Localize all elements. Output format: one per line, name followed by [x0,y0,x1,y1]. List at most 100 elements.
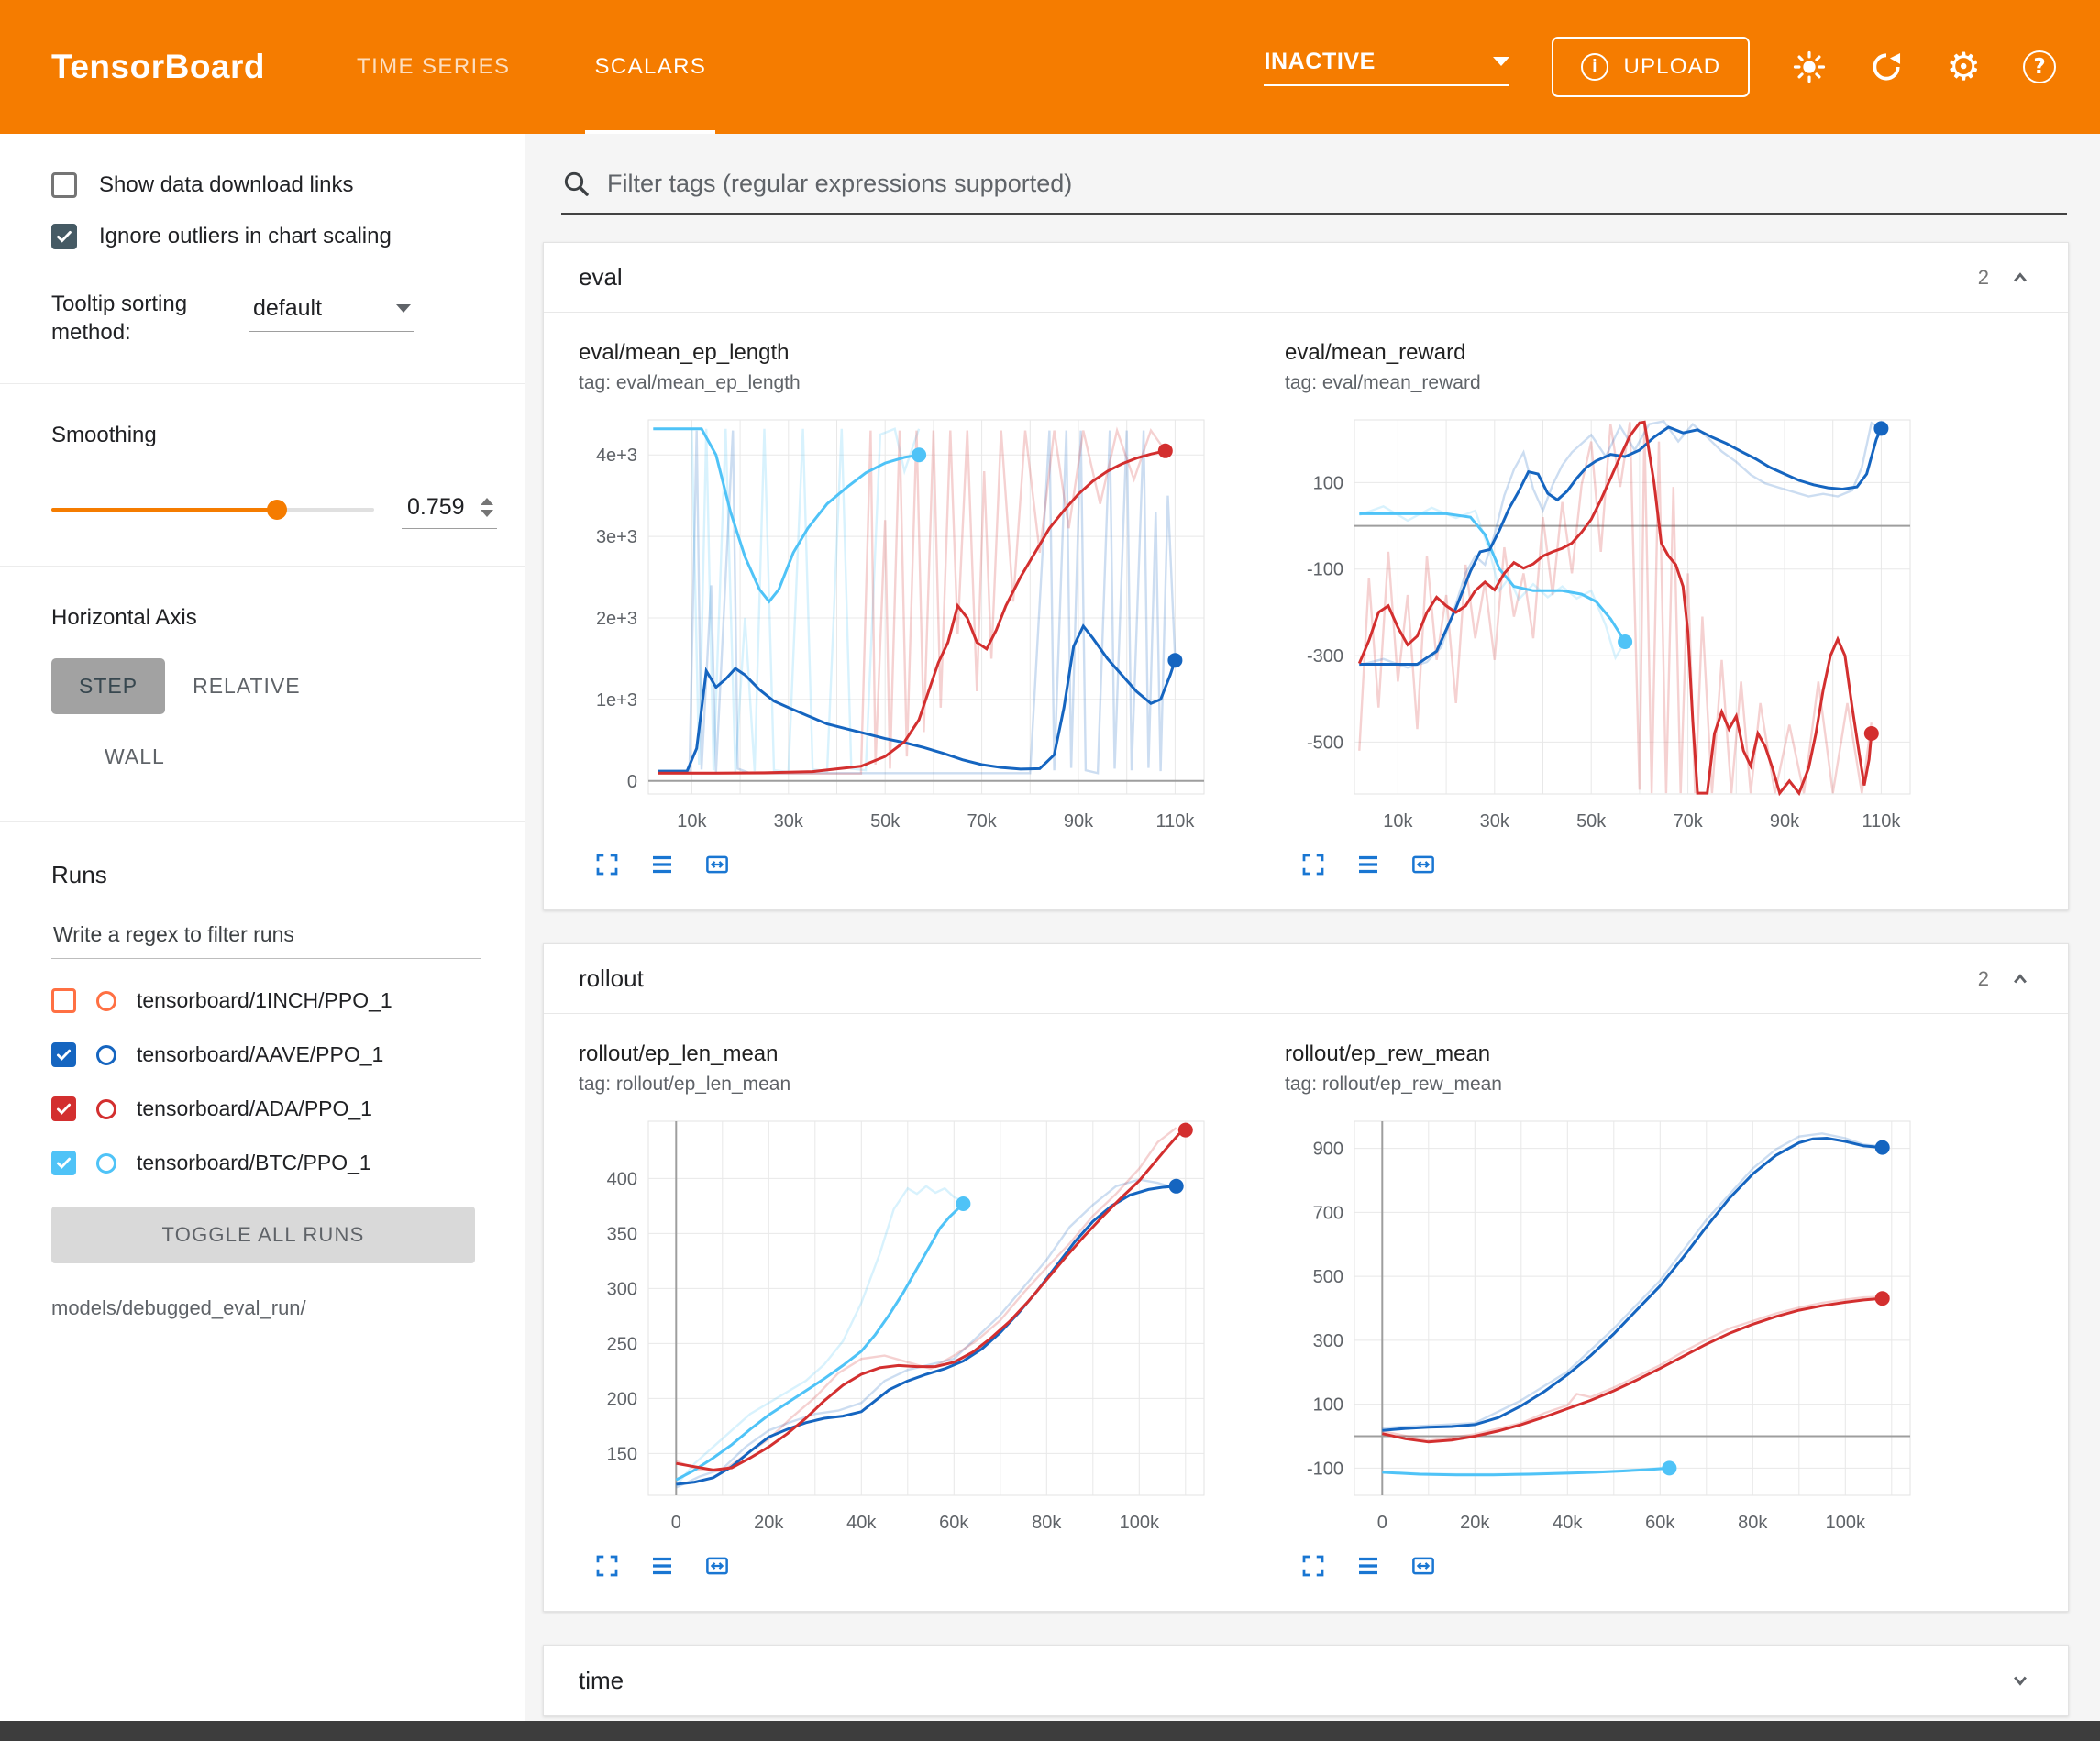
status-dropdown[interactable]: INACTIVE [1264,49,1510,86]
chart-title: rollout/ep_len_mean [579,1041,779,1066]
smoothing-slider[interactable] [51,500,374,521]
chart-actions [575,851,1217,878]
run-row-btc[interactable]: tensorboard/BTC/PPO_1 [51,1151,497,1176]
line-chart-ep-len-mean[interactable]: 0 20k 40k 60k 80k 100k 150 200 250 300 350 400 [575,1108,1217,1539]
refresh-icon[interactable] [1869,50,1904,84]
svg-text:40k: 40k [1553,1513,1583,1533]
svg-text:90k: 90k [1770,811,1800,832]
section-card-rollout: rollout 2 rollout/ep_len_mean tag: rollo… [543,943,2069,1612]
show-download-links-label: Show data download links [99,172,354,197]
fit-domain-icon[interactable] [703,851,731,878]
svg-text:70k: 70k [1673,811,1703,832]
chart-title: rollout/ep_rew_mean [1285,1041,1491,1066]
svg-text:100k: 100k [1826,1513,1866,1533]
charts-row: rollout/ep_len_mean tag: rollout/ep_len_… [544,1014,2068,1611]
toggle-all-runs-button[interactable]: TOGGLE ALL RUNS [51,1207,475,1264]
chart-tag: tag: eval/mean_ep_length [579,372,801,393]
ignore-outliers-row[interactable]: Ignore outliers in chart scaling [51,224,497,249]
section-title: rollout [579,964,644,992]
run-color-swatch [96,1044,116,1065]
smoothing-label: Smoothing [51,423,157,448]
section-card-time: time [543,1645,2069,1716]
expand-chart-icon[interactable] [1299,851,1327,878]
svg-text:100: 100 [1313,473,1343,493]
axis-button-group: STEP RELATIVE [51,658,497,715]
line-chart-mean-reward[interactable]: 10k 30k 50k 70k 90k 110k 100 -100 -300 -500 [1281,407,1923,838]
smoothing-slider-thumb[interactable] [267,500,288,521]
section-header-eval[interactable]: eval 2 [544,243,2068,313]
fit-domain-icon[interactable] [1409,1552,1437,1580]
tooltip-sorting-select[interactable]: default [249,290,414,332]
chevron-up-icon[interactable] [2007,265,2033,291]
run-row-ada[interactable]: tensorboard/ADA/PPO_1 [51,1096,497,1122]
section-header-rollout[interactable]: rollout 2 [544,944,2068,1014]
axis-step-button[interactable]: STEP [51,658,166,715]
info-icon: i [1581,53,1609,81]
chevron-down-icon[interactable] [2007,1668,2033,1693]
view-runs-icon[interactable] [1354,851,1382,878]
chart-actions [1281,1552,1923,1580]
line-chart-mean-ep-length[interactable]: 10k 30k 50k 70k 90k 110k 0 1e+3 2e+3 3e+3 4e+3 [575,407,1217,838]
brightness-icon[interactable] [1792,50,1827,84]
svg-text:3e+3: 3e+3 [596,527,637,547]
stepper-up-icon[interactable] [481,498,493,506]
svg-text:-100: -100 [1307,560,1343,580]
tooltip-sorting-value: default [253,295,323,321]
run-checkbox[interactable] [51,1151,76,1176]
settings-gear-icon[interactable]: ⚙ [1946,44,1981,89]
fit-domain-icon[interactable] [1409,851,1437,878]
ignore-outliers-checkbox[interactable] [51,224,77,249]
smoothing-controls: 0.759 [51,490,497,530]
expand-chart-icon[interactable] [593,851,621,878]
upload-button[interactable]: i UPLOAD [1552,37,1751,97]
svg-text:200: 200 [607,1389,637,1409]
svg-text:500: 500 [1313,1267,1343,1287]
axis-wall-button[interactable]: WALL [105,744,165,769]
app-header: TensorBoard TIME SERIES SCALARS INACTIVE… [0,0,2100,134]
tab-time-series[interactable]: TIME SERIES [357,54,511,79]
help-icon[interactable]: ? [2023,50,2056,83]
tag-filter-input[interactable] [607,169,2067,198]
svg-text:80k: 80k [1032,1513,1062,1533]
axis-relative-button[interactable]: RELATIVE [193,674,301,699]
svg-text:0: 0 [671,1513,681,1533]
run-checkbox[interactable] [51,1042,76,1068]
view-runs-icon[interactable] [1354,1552,1382,1580]
runs-filter-input[interactable] [51,917,481,960]
smoothing-value-input[interactable]: 0.759 [402,490,497,530]
run-checkbox[interactable] [51,1096,76,1122]
section-card-eval: eval 2 eval/mean_ep_length tag: eval/mea… [543,242,2069,910]
run-color-swatch [96,990,116,1011]
show-download-links-checkbox[interactable] [51,172,77,198]
show-download-links-row[interactable]: Show data download links [51,172,497,198]
fit-domain-icon[interactable] [703,1552,731,1580]
chart-card-mean-reward: eval/mean_reward tag: eval/mean_reward 1… [1281,340,1923,878]
view-runs-icon[interactable] [648,1552,676,1580]
chart-tag: tag: rollout/ep_len_mean [579,1074,791,1095]
svg-text:50k: 50k [870,811,901,832]
stepper-down-icon[interactable] [481,510,493,518]
svg-text:300: 300 [607,1279,637,1299]
chart-card-ep-len-mean: rollout/ep_len_mean tag: rollout/ep_len_… [575,1041,1217,1580]
settings-sidebar: Show data download links Ignore outliers… [0,134,525,1721]
expand-chart-icon[interactable] [593,1552,621,1580]
svg-text:20k: 20k [1460,1513,1490,1533]
expand-chart-icon[interactable] [1299,1552,1327,1580]
run-label: tensorboard/AAVE/PPO_1 [137,1042,384,1067]
run-checkbox[interactable] [51,988,76,1014]
svg-text:20k: 20k [754,1513,784,1533]
runs-label: Runs [51,861,107,889]
section-header-time[interactable]: time [544,1646,2068,1715]
chart-actions [575,1552,1217,1580]
run-row-1inch[interactable]: tensorboard/1INCH/PPO_1 [51,988,497,1014]
tab-scalars[interactable]: SCALARS [585,0,716,134]
svg-text:60k: 60k [1645,1513,1675,1533]
run-row-aave[interactable]: tensorboard/AAVE/PPO_1 [51,1042,497,1068]
svg-text:60k: 60k [939,1513,969,1533]
content-area: Show data download links Ignore outliers… [0,134,2100,1721]
chart-card-ep-rew-mean: rollout/ep_rew_mean tag: rollout/ep_rew_… [1281,1041,1923,1580]
view-runs-icon[interactable] [648,851,676,878]
svg-text:400: 400 [607,1169,637,1189]
chevron-up-icon[interactable] [2007,966,2033,992]
line-chart-ep-rew-mean[interactable]: 0 20k 40k 60k 80k 100k -100 100 300 500 700 900 [1281,1108,1923,1539]
